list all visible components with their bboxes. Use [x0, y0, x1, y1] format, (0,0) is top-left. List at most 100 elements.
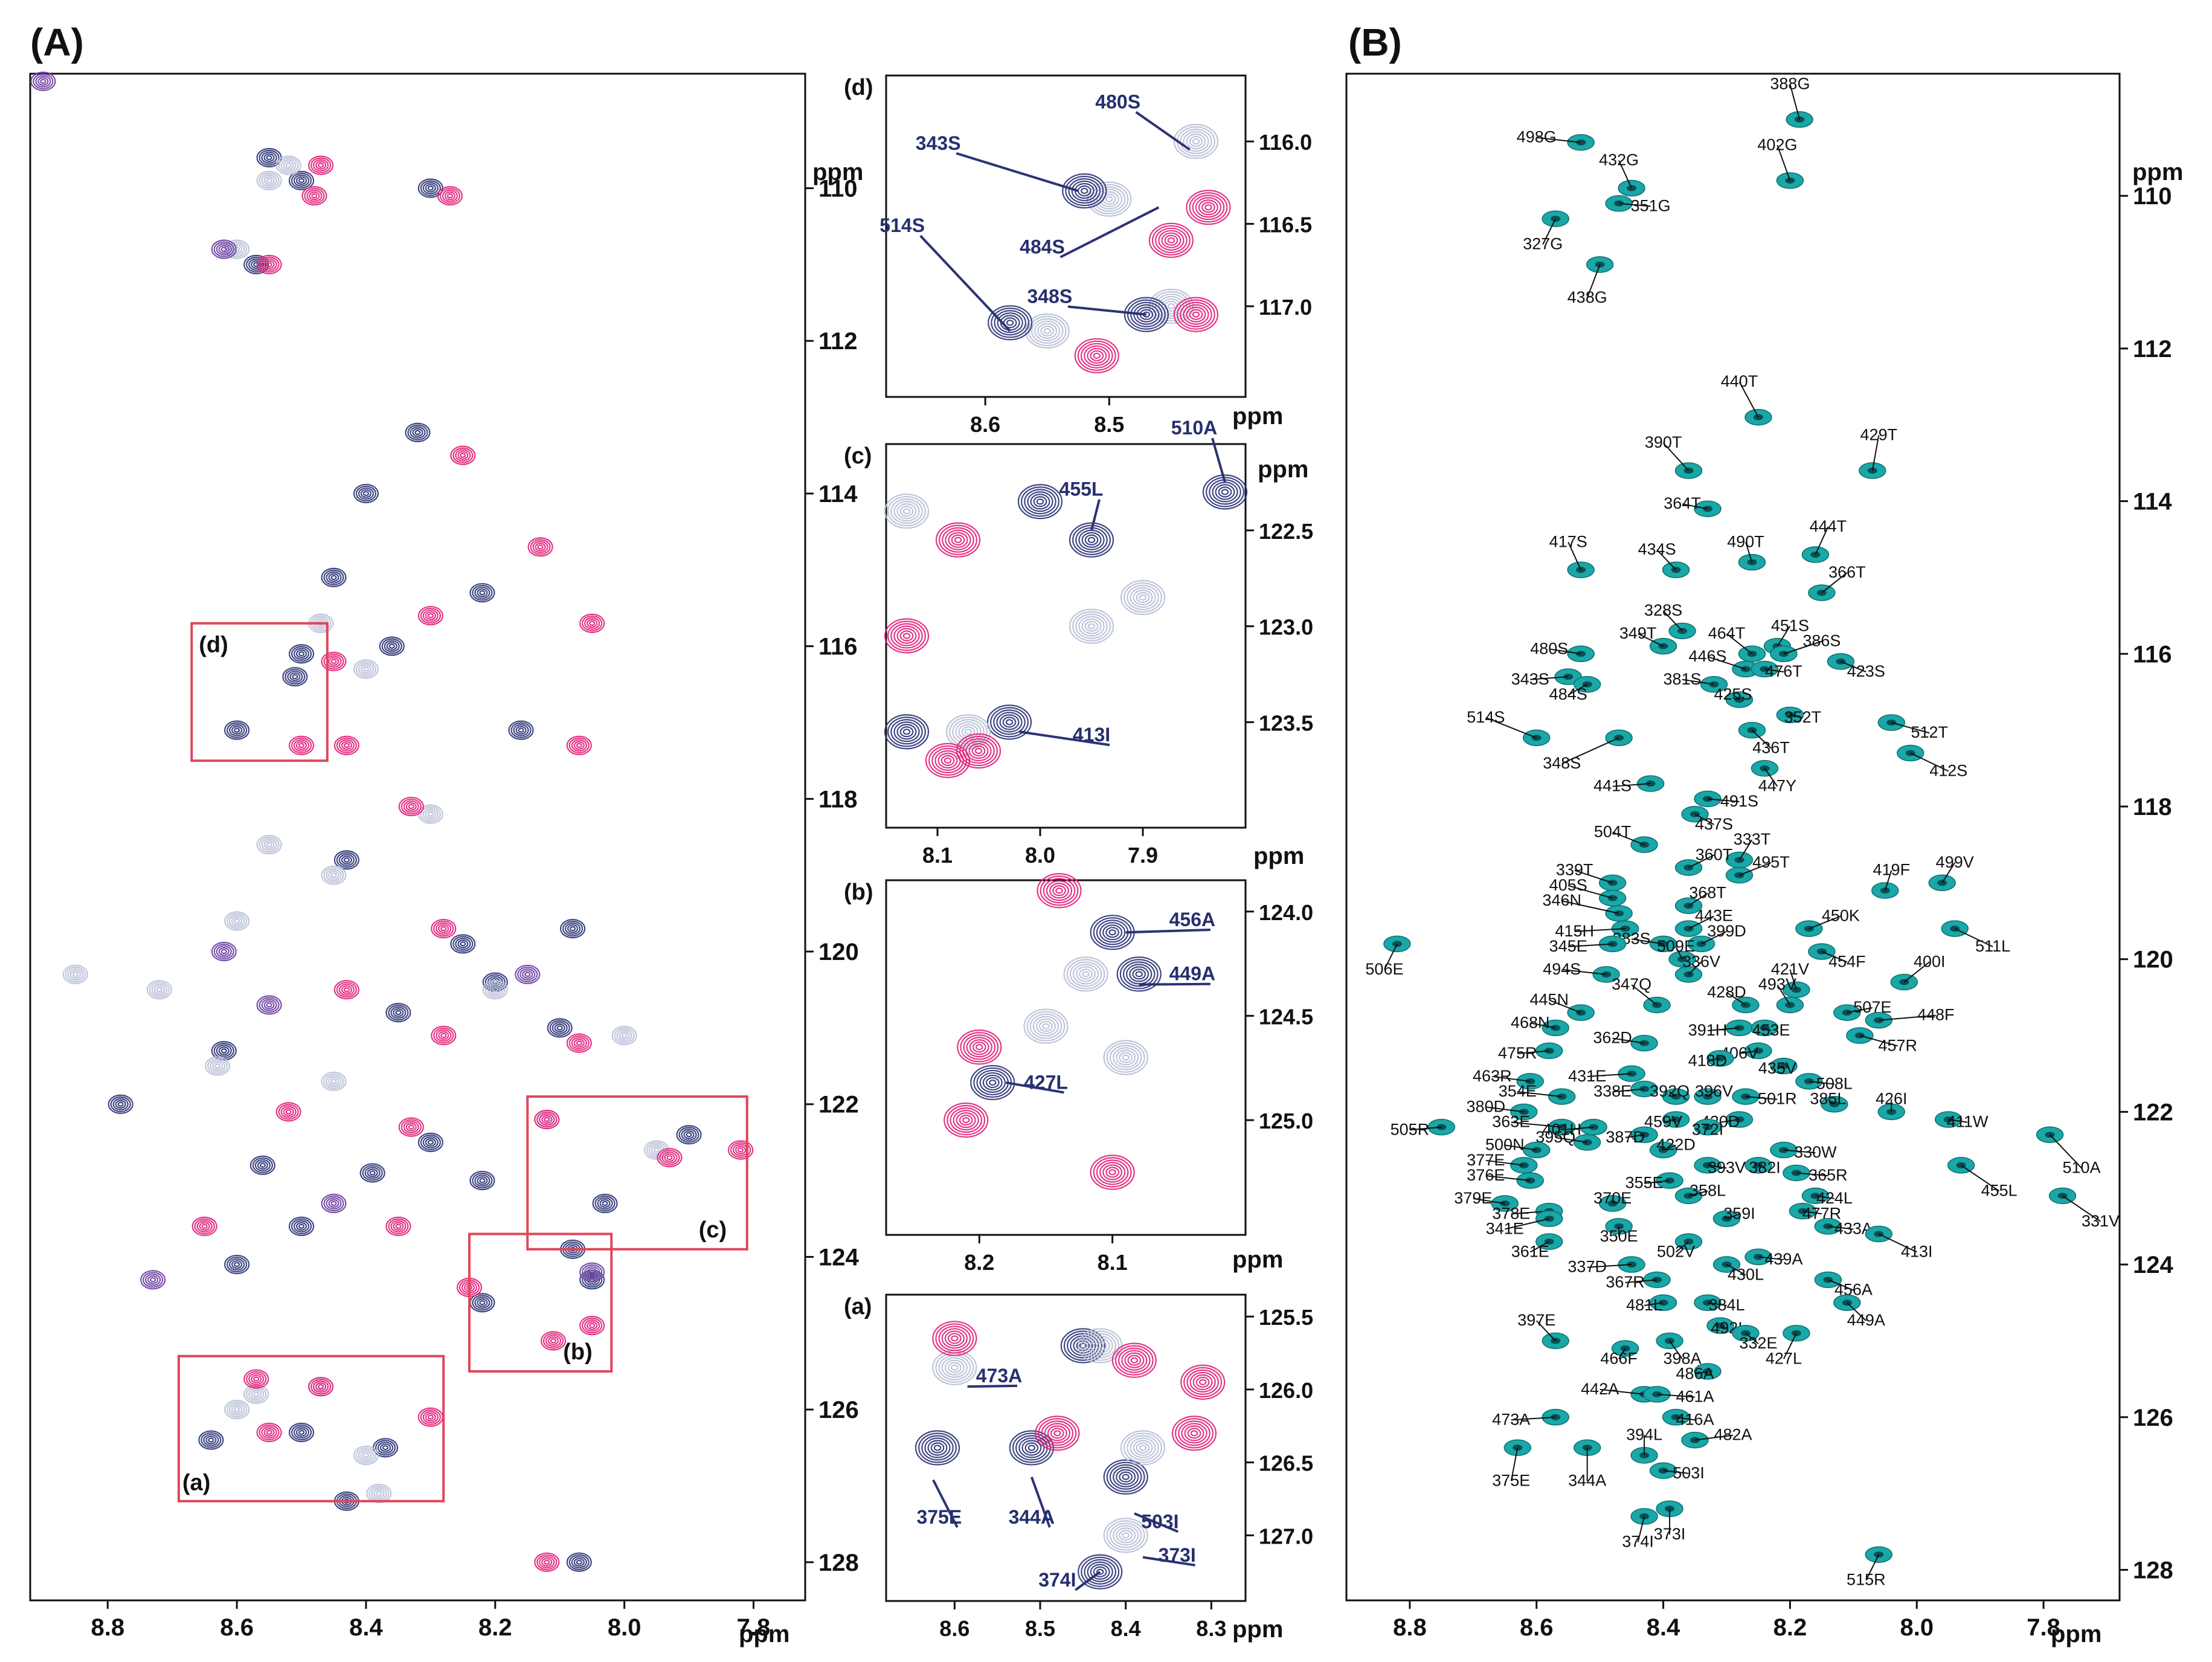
inset-a-y-tick-label: 126.0 — [1259, 1378, 1313, 1403]
panel-a-peak-navy-level — [293, 648, 310, 660]
panel-a-peak-navy-level — [291, 646, 312, 662]
peak-leader — [1827, 1098, 1835, 1105]
panel-a-peak-light — [224, 911, 250, 931]
peak-leader — [1776, 625, 1791, 647]
peak-label: 447Y — [1758, 777, 1796, 795]
inset-b-leader — [1125, 928, 1210, 934]
panel-a-peak-purple-level — [259, 997, 280, 1013]
peak-leader — [1707, 1164, 1727, 1169]
panel-a-peak-magenta-level — [582, 1318, 603, 1334]
peak-label: 439A — [1764, 1250, 1802, 1268]
panel-a-peak-magenta-level — [285, 1109, 292, 1115]
inset-b-peak-navy-level — [1132, 968, 1146, 980]
inset-d-leader — [956, 152, 1079, 192]
peak-leader — [1777, 1065, 1784, 1070]
peak-label: 380D — [1467, 1097, 1506, 1115]
panel-a-peak-light-level — [231, 1405, 243, 1414]
inset-b-peak-light-level — [1032, 1016, 1059, 1037]
inset-c-peak-light-level — [1136, 591, 1150, 604]
panel-a-peak-navy-level — [372, 1438, 399, 1458]
inset-c-peak-navy — [1017, 484, 1063, 520]
panel-a-peak-navy-level — [474, 1296, 490, 1309]
panel-a-peak-magenta-level — [422, 609, 439, 622]
peak-leader — [1815, 526, 1829, 555]
peak-label: 398A — [1664, 1349, 1702, 1367]
peak-leader — [1726, 1264, 1746, 1276]
peak-leader — [1871, 435, 1880, 471]
peak-leader — [1948, 1119, 1968, 1123]
panel-a-peak-navy-level — [452, 936, 474, 952]
inset-d-peak-navy-level — [1133, 304, 1160, 325]
panel-a-peak-magenta-level — [550, 1338, 557, 1344]
peak-leader — [1485, 1175, 1531, 1182]
panel-a-peak-magenta-level — [661, 1151, 678, 1164]
panel-a-peak-magenta — [275, 1102, 301, 1122]
panel-a-peak-purple-level — [582, 1264, 603, 1280]
inset-c-peak-magenta-level — [956, 733, 1002, 769]
panel-a-peak-light-level — [278, 157, 299, 173]
peak-label: 332E — [1739, 1334, 1777, 1352]
panel-a-peak-magenta-level — [283, 1107, 294, 1116]
panel-a-peak-navy-level — [566, 1552, 592, 1572]
inset-d-y-tick-label: 116.5 — [1259, 213, 1312, 237]
panel-a-peak-navy-level — [291, 1424, 312, 1441]
panel-a-peak-magenta-level — [259, 1424, 280, 1441]
panel-a-peak-light — [366, 1484, 392, 1504]
panel-a-x-tick-label: 8.6 — [220, 1614, 254, 1641]
peak-label: 514S — [1467, 708, 1505, 726]
inset-c-peak-light-level — [890, 498, 923, 524]
peak-leader — [1789, 969, 1797, 990]
inset-d-peak-magenta-level — [1080, 343, 1113, 369]
inset-c-peak-light-level — [902, 508, 911, 515]
panel-a-peak-magenta-level — [460, 453, 466, 458]
inset-c-peak-navy-level — [1087, 536, 1096, 543]
panel-a-peak-purple-level — [218, 947, 230, 956]
panel-a-peak-purple — [211, 239, 237, 259]
panel-a-peak-navy-level — [298, 1223, 305, 1229]
panel-a-peak-magenta-level — [196, 1220, 213, 1232]
peak-leader — [1745, 1096, 1778, 1100]
panel-a-peak-magenta-level — [341, 741, 352, 750]
inset-a-peak-magenta-level — [1186, 1369, 1219, 1395]
panel-b-y-tick-label: 126 — [2133, 1405, 2173, 1431]
inset-a-peak-navy-level — [1073, 1338, 1093, 1354]
panel-a-peak-navy-level — [292, 674, 298, 680]
panel-a-axes: 8.8 8.6 8.4 8.2 8.0 7.8 110 112 114 116 118 120 122 1… — [29, 72, 863, 1648]
panel-a-peak-navy-level — [203, 1434, 219, 1446]
inset-a-x-tick-label: 8.5 — [1025, 1616, 1055, 1641]
panel-a-peak-magenta-level — [388, 1218, 409, 1234]
panel-a-peak-light-level — [371, 1487, 387, 1500]
inset-c-peak-light-level — [1120, 579, 1166, 616]
panel-a-x-tick-label: 8.0 — [608, 1614, 641, 1641]
peak-leader — [1776, 984, 1791, 1006]
inset-b-peak-light-level — [1076, 966, 1096, 982]
inset-d-leader — [919, 234, 1011, 332]
panel-a-peak-light-level — [243, 1384, 269, 1404]
inset-b-peak-navy-level — [979, 1072, 1006, 1094]
panel-a-peak-navy-level — [295, 1428, 307, 1437]
peak-leader — [1529, 1241, 1550, 1253]
panel-a-peak-light-level — [358, 663, 375, 675]
inset-a-peak-navy-level — [1119, 1471, 1133, 1483]
panel-a-peak-magenta — [417, 1407, 443, 1427]
panel-a-peak-purple-level — [213, 943, 234, 960]
peak-leader — [1517, 1050, 1549, 1054]
inset-a-peak-navy-level — [933, 1445, 942, 1451]
inset-b-leader — [1005, 1081, 1064, 1094]
panel-a-peak-navy — [288, 1216, 315, 1236]
panel-a-peak-light-level — [492, 987, 498, 993]
inset-a-peak-light-level — [1096, 1342, 1104, 1349]
inset-a-peak-light-level — [1106, 1520, 1145, 1551]
inset-c-peak-navy-level — [890, 719, 923, 745]
panel-a-peak-magenta-level — [545, 1335, 562, 1347]
panel-a-peak-magenta-level — [405, 802, 417, 811]
panel-a-peak-navy-level — [393, 1008, 404, 1017]
panel-b-y-tick-label: 128 — [2133, 1557, 2173, 1583]
panel-a-peak-navy-level — [388, 1005, 409, 1021]
panel-a-peak-magenta-level — [280, 1106, 297, 1118]
panel-a-peak-light-level — [422, 808, 439, 820]
panel-a-peak-magenta-level — [311, 193, 318, 199]
inset-b-peak-magenta-level — [1102, 1164, 1123, 1180]
inset-d-peak-magenta-level — [1192, 195, 1225, 221]
